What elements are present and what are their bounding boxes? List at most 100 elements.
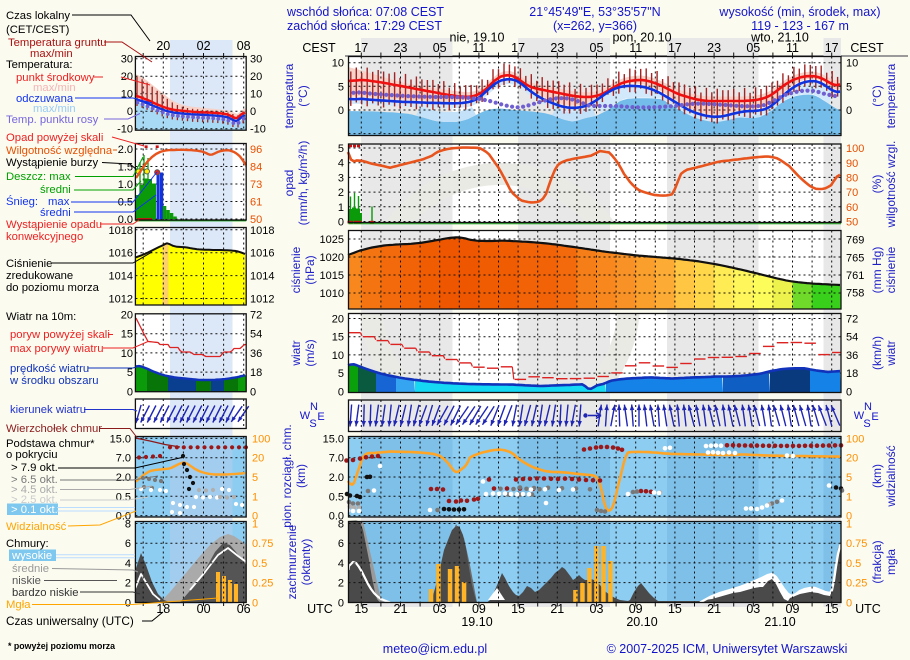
svg-text:72: 72 <box>250 310 262 322</box>
svg-text:Widzialność: Widzialność <box>6 521 67 533</box>
svg-text:0.5: 0.5 <box>329 491 344 503</box>
svg-text:S: S <box>309 418 316 430</box>
svg-text:80: 80 <box>846 173 858 185</box>
svg-text:0: 0 <box>338 386 344 398</box>
svg-text:21.10: 21.10 <box>764 615 795 629</box>
svg-text:18: 18 <box>156 602 170 616</box>
svg-text:o pokryciu: o pokryciu <box>6 449 58 461</box>
svg-text:N: N <box>864 401 872 413</box>
svg-text:pion. rozciągł. chm.: pion. rozciągł. chm. <box>280 424 294 527</box>
svg-text:0: 0 <box>250 106 256 118</box>
svg-text:0.25: 0.25 <box>252 578 273 590</box>
svg-text:* powyżej poziomu morza: * powyżej poziomu morza <box>8 641 115 651</box>
svg-text:(°C): (°C) <box>296 85 310 106</box>
svg-text:100: 100 <box>252 433 270 445</box>
svg-text:23: 23 <box>707 41 721 55</box>
svg-text:100: 100 <box>846 143 864 155</box>
svg-text:2.0: 2.0 <box>118 144 133 156</box>
svg-text:17: 17 <box>511 41 525 55</box>
svg-text:0.5: 0.5 <box>252 558 267 570</box>
svg-text:meteo@icm.edu.pl: meteo@icm.edu.pl <box>383 642 487 656</box>
svg-text:Czas uniwersalny (UTC): Czas uniwersalny (UTC) <box>6 614 134 628</box>
svg-text:0: 0 <box>846 105 852 117</box>
svg-text:Temp. punktu rosy: Temp. punktu rosy <box>6 114 99 126</box>
svg-text:max/min: max/min <box>33 82 76 94</box>
svg-text:> 4.5 okt.: > 4.5 okt. <box>11 484 58 496</box>
svg-text:05: 05 <box>746 41 760 55</box>
svg-text:max/min: max/min <box>33 103 76 115</box>
svg-text:30: 30 <box>250 54 262 66</box>
svg-text:UTC: UTC <box>855 602 881 616</box>
svg-text:0.0: 0.0 <box>118 214 133 226</box>
svg-text:96: 96 <box>250 144 262 156</box>
svg-text:7.0: 7.0 <box>329 453 344 465</box>
svg-text:10: 10 <box>121 89 133 101</box>
svg-text:15.0: 15.0 <box>110 433 131 445</box>
svg-text:2.0: 2.0 <box>116 472 131 484</box>
svg-text:2.0: 2.0 <box>329 472 344 484</box>
svg-text:0: 0 <box>127 106 133 118</box>
svg-text:765: 765 <box>846 253 864 265</box>
svg-text:20: 20 <box>252 453 264 465</box>
svg-text:8: 8 <box>338 519 344 531</box>
svg-text:średni: średni <box>40 184 71 196</box>
svg-text:0.25: 0.25 <box>846 578 867 590</box>
svg-text:max/min: max/min <box>30 48 73 60</box>
svg-text:(CET/CEST): (CET/CEST) <box>6 24 70 36</box>
svg-text:prędkość wiatru: prędkość wiatru <box>10 363 89 375</box>
svg-text:72: 72 <box>846 314 858 326</box>
svg-text:mgła: mgła <box>884 549 898 575</box>
svg-text:0: 0 <box>252 597 258 609</box>
svg-text:-10: -10 <box>117 124 133 136</box>
svg-text:Chmury:: Chmury: <box>6 538 49 550</box>
svg-text:15.0: 15.0 <box>323 433 344 445</box>
svg-text:1: 1 <box>846 491 852 503</box>
svg-text:15: 15 <box>121 329 133 341</box>
svg-text:0.5: 0.5 <box>846 558 861 570</box>
svg-text:09: 09 <box>786 602 800 616</box>
svg-text:CEST: CEST <box>302 41 336 55</box>
svg-text:0: 0 <box>338 597 344 609</box>
svg-text:średnie: średnie <box>12 563 49 575</box>
svg-text:0: 0 <box>338 105 344 117</box>
svg-text:W: W <box>300 410 311 422</box>
svg-text:5: 5 <box>846 472 852 484</box>
svg-text:S: S <box>863 418 870 430</box>
svg-text:2: 2 <box>338 187 344 199</box>
svg-text:0.0: 0.0 <box>329 511 344 523</box>
svg-text:do poziomu morza: do poziomu morza <box>6 282 100 294</box>
svg-text:10: 10 <box>121 348 133 360</box>
svg-text:15: 15 <box>668 602 682 616</box>
svg-text:10: 10 <box>846 58 858 70</box>
svg-text:Śnieg:: Śnieg: <box>6 195 38 208</box>
svg-text:opad: opad <box>282 170 296 197</box>
svg-text:11: 11 <box>786 41 799 55</box>
svg-text:10: 10 <box>250 89 262 101</box>
svg-text:00: 00 <box>197 602 211 616</box>
svg-text:1016: 1016 <box>109 248 133 260</box>
svg-text:temperatura: temperatura <box>884 63 898 128</box>
svg-text:Ciśnienie: Ciśnienie <box>6 258 52 270</box>
svg-text:20: 20 <box>156 39 170 53</box>
svg-text:(%): (%) <box>870 175 884 194</box>
svg-text:60: 60 <box>846 202 858 214</box>
svg-text:(°C): (°C) <box>870 85 884 106</box>
svg-text:1012: 1012 <box>250 294 274 306</box>
svg-text:1025: 1025 <box>320 234 344 246</box>
svg-text:E: E <box>317 411 324 423</box>
svg-text:7.0: 7.0 <box>116 453 131 465</box>
svg-text:(mm/h, kg/m²/h): (mm/h, kg/m²/h) <box>296 141 310 226</box>
svg-text:> 0.1 okt.: > 0.1 okt. <box>11 504 58 516</box>
svg-text:Wierzchołek chmur: Wierzchołek chmur <box>6 423 102 435</box>
svg-text:1014: 1014 <box>109 271 133 283</box>
svg-text:23: 23 <box>394 41 408 55</box>
svg-text:0.0: 0.0 <box>116 511 131 523</box>
svg-text:20: 20 <box>121 71 133 83</box>
svg-text:> 6.5 okt.: > 6.5 okt. <box>11 474 58 486</box>
svg-text:30: 30 <box>121 54 133 66</box>
svg-text:-10: -10 <box>250 124 266 136</box>
svg-text:18: 18 <box>846 368 858 380</box>
svg-text:5: 5 <box>252 472 258 484</box>
svg-text:119 - 123 - 167 m: 119 - 123 - 167 m <box>751 19 849 33</box>
svg-text:21: 21 <box>707 602 721 616</box>
